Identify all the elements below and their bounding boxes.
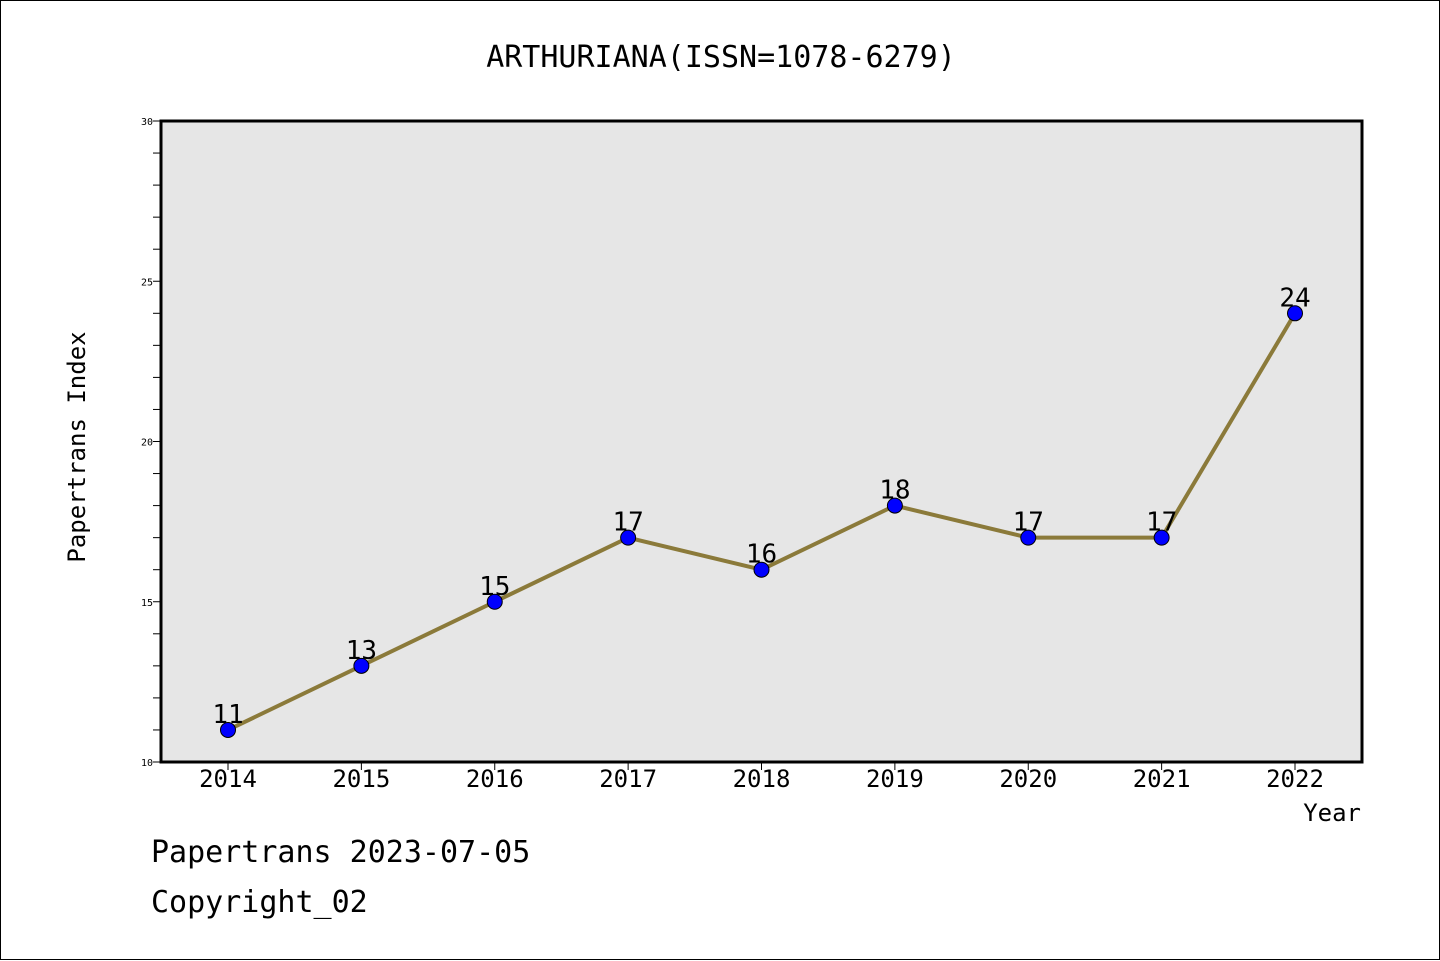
data-point [1287, 305, 1303, 322]
x-axis-ticks: 2014 2015 2016 2017 2018 2019 2020 2021 2022 [199, 762, 1324, 793]
x-tick-label: 2019 [866, 765, 924, 793]
data-point [486, 593, 503, 610]
x-tick-label: 2022 [1266, 765, 1324, 793]
x-tick-label: 2020 [999, 765, 1057, 793]
x-tick-label: 2014 [199, 765, 257, 793]
data-label: 17 [1013, 508, 1044, 538]
footer-copyright: Copyright_02 [151, 885, 368, 920]
data-label: 18 [879, 476, 910, 506]
data-point [753, 561, 770, 578]
data-label: 13 [346, 636, 377, 666]
data-label: 24 [1279, 283, 1310, 313]
x-tick-label: 2016 [466, 765, 524, 793]
y-tick-label: 25 [141, 277, 153, 288]
x-tick-label: 2018 [733, 765, 791, 793]
data-point [353, 657, 370, 674]
data-label: 17 [1146, 508, 1177, 538]
x-tick-label: 2021 [1133, 765, 1191, 793]
series-layer: 11 13 15 17 16 18 17 17 24 [212, 283, 1311, 738]
y-tick-label: 30 [141, 117, 153, 128]
x-axis-label: Year [1303, 799, 1361, 827]
plot-area [159, 119, 1364, 764]
data-point [620, 529, 637, 546]
y-tick-label: 20 [141, 438, 153, 449]
footer-date: Papertrans 2023-07-05 [151, 835, 531, 870]
data-point [886, 497, 903, 514]
y-axis-ticks: 10 15 20 25 30 [141, 117, 161, 769]
x-tick-label: 2015 [332, 765, 390, 793]
y-tick-label: 15 [141, 598, 153, 609]
y-tick-label: 10 [141, 758, 153, 769]
data-point [1020, 529, 1037, 546]
data-point [1153, 529, 1170, 546]
data-label: 17 [612, 508, 643, 538]
x-tick-label: 2017 [599, 765, 657, 793]
data-point [220, 721, 236, 738]
chart-title: ARTHURIANA(ISSN=1078-6279) [486, 40, 956, 75]
y-axis-label: Papertrans Index [63, 331, 91, 562]
data-label: 16 [746, 540, 777, 570]
data-label: 15 [479, 572, 510, 602]
data-label: 11 [212, 700, 243, 730]
